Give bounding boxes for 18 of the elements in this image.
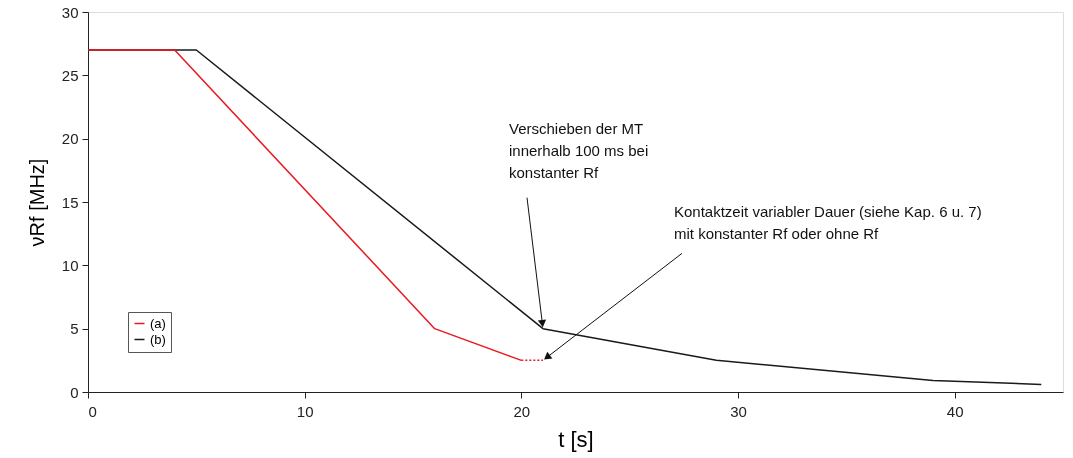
y-tick-label: 25 [61,66,79,84]
annotation: Kontaktzeit variabler Dauer (siehe Kap. 6 u. 7) mit konstanter Rf oder ohne Rf [674,203,982,243]
legend-label: (b) [150,331,166,347]
y-tick-label: 0 [70,383,79,401]
x-axis-title: t [s] [558,426,594,452]
x-tick-label: 0 [88,402,97,420]
x-tick-label: 40 [946,402,964,420]
y-tick-label: 15 [61,193,79,211]
x-tick-label: 30 [730,402,747,420]
y-tick-label: 30 [61,3,79,21]
x-tick-label: 10 [296,402,314,420]
annotation: Verschieben der MT innerhalb 100 ms bei konstanter Rf [509,119,649,181]
y-axis-title: νRf [MHz] [25,158,48,247]
x-tick-label: 20 [513,402,531,420]
y-tick-label: 5 [70,320,79,338]
y-tick-label: 10 [61,256,79,274]
y-tick-label: 20 [61,130,79,148]
legend-label: (a) [150,315,166,331]
